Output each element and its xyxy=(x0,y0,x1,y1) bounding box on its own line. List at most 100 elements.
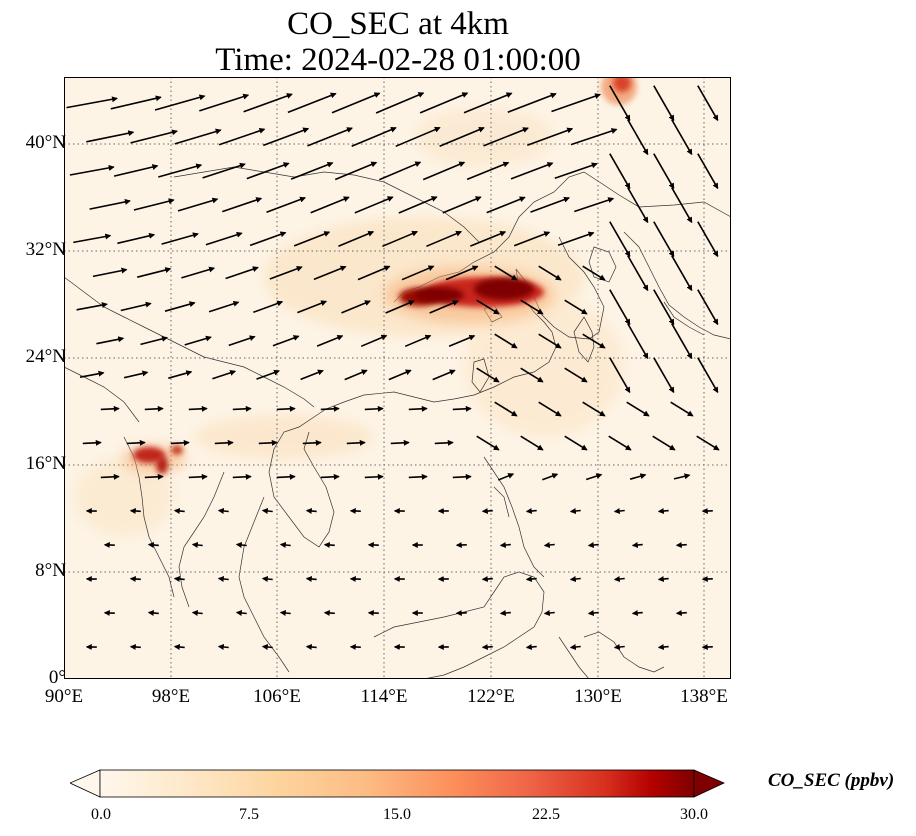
wind-arrow xyxy=(510,162,554,180)
wind-arrow xyxy=(360,334,388,348)
wind-arrow xyxy=(569,644,581,650)
wind-arrow xyxy=(697,153,719,190)
wind-arrow xyxy=(652,435,676,451)
wind-arrow xyxy=(214,439,234,446)
wind-arrow xyxy=(174,128,222,145)
wind-arrow xyxy=(653,289,675,326)
wind-arrow xyxy=(341,300,371,314)
wind-arrow xyxy=(697,85,719,122)
wind-arrow xyxy=(627,323,649,360)
wind-arrow xyxy=(530,196,570,213)
wind-arrow xyxy=(258,439,278,446)
wind-arrow xyxy=(398,196,438,214)
wind-arrow xyxy=(331,92,381,114)
wind-arrow xyxy=(627,119,649,156)
wind-arrow xyxy=(574,197,615,213)
wind-arrow xyxy=(249,231,287,247)
wind-arrow xyxy=(631,610,643,616)
wind-arrow xyxy=(671,255,693,292)
wind-arrow xyxy=(627,255,649,292)
wind-arrow xyxy=(222,197,263,213)
wind-arrow xyxy=(494,333,518,349)
wind-arrow xyxy=(395,126,441,148)
wind-arrow xyxy=(613,644,625,650)
wind-arrow xyxy=(188,473,208,480)
wind-arrow xyxy=(133,198,175,211)
wind-arrow xyxy=(538,265,562,281)
wind-arrow xyxy=(653,221,675,258)
wind-arrow xyxy=(279,542,291,548)
lon-tick-label: 130°E xyxy=(574,686,622,707)
hotspot-myanmar-thailand xyxy=(122,445,186,474)
wind-arrow xyxy=(129,508,141,514)
wind-arrow xyxy=(499,542,511,548)
wind-arrow xyxy=(499,610,511,616)
lat-tick-label: 0° xyxy=(48,667,66,688)
wind-arrow xyxy=(401,265,435,281)
wind-arrow xyxy=(253,300,284,314)
wind-arrow xyxy=(476,367,500,383)
wind-arrow xyxy=(100,473,120,480)
wind-arrow xyxy=(538,401,562,417)
wind-arrow xyxy=(520,367,544,383)
map-background xyxy=(64,77,731,679)
wind-arrow xyxy=(246,162,290,180)
wind-arrow xyxy=(130,129,178,144)
wind-arrow xyxy=(208,300,240,313)
wind-arrow xyxy=(232,405,252,412)
wind-arrow xyxy=(170,439,190,446)
wind-arrow xyxy=(158,163,203,178)
wind-arrow xyxy=(232,473,252,480)
wind-arrow xyxy=(527,127,574,147)
wind-arrow xyxy=(147,610,159,616)
colorbar-tick-label: 7.5 xyxy=(239,806,259,823)
wind-arrow xyxy=(481,644,493,650)
wind-arrow xyxy=(587,542,599,548)
wind-arrow xyxy=(113,164,159,177)
wind-arrow xyxy=(582,401,606,417)
wind-arrow xyxy=(613,508,625,514)
map-title-line-2: Time: 2024-02-28 01:00:00 xyxy=(215,42,581,78)
colorbar-extend-max xyxy=(693,769,725,798)
wind-arrow xyxy=(305,644,317,650)
wind-arrow xyxy=(564,299,588,315)
wind-arrow xyxy=(627,187,649,224)
wind-arrow xyxy=(513,231,551,247)
wind-arrow xyxy=(302,439,322,446)
wind-arrow xyxy=(520,299,544,315)
wind-arrow xyxy=(66,96,118,109)
wind-arrow xyxy=(481,508,493,514)
wind-arrow xyxy=(323,610,335,616)
wind-arrow xyxy=(494,401,518,417)
wind-arrow xyxy=(408,405,428,412)
lon-tick-label: 106°E xyxy=(253,686,301,707)
wind-arrow xyxy=(609,357,631,394)
wind-arrow xyxy=(657,576,669,582)
wind-arrow xyxy=(168,370,193,379)
wind-arrow xyxy=(202,162,246,179)
wind-arrow xyxy=(378,161,422,181)
wind-arrow xyxy=(564,367,588,383)
wind-arrow xyxy=(235,542,247,548)
wind-arrow xyxy=(320,405,340,412)
lon-tick-label: 114°E xyxy=(360,686,408,707)
wind-arrow xyxy=(89,198,131,210)
wind-arrow xyxy=(543,542,555,548)
wind-arrow xyxy=(445,265,479,281)
wind-arrow xyxy=(173,576,185,582)
wind-arrow xyxy=(181,266,216,279)
wind-arrow xyxy=(129,644,141,650)
wind-arrow xyxy=(279,610,291,616)
wind-arrow xyxy=(354,196,394,214)
wind-arrow xyxy=(671,323,693,360)
colorbar-gradient xyxy=(99,769,695,798)
wind-arrow xyxy=(498,473,515,481)
wind-arrow xyxy=(609,221,631,258)
wind-arrow xyxy=(697,221,719,258)
wind-arrow xyxy=(126,439,146,446)
colorbar-tick-label: 30.0 xyxy=(680,806,708,823)
colorbar-tick-label: 0.0 xyxy=(91,806,111,823)
wind-arrow xyxy=(344,369,368,381)
wind-arrow xyxy=(587,610,599,616)
wind-arrow xyxy=(631,542,643,548)
